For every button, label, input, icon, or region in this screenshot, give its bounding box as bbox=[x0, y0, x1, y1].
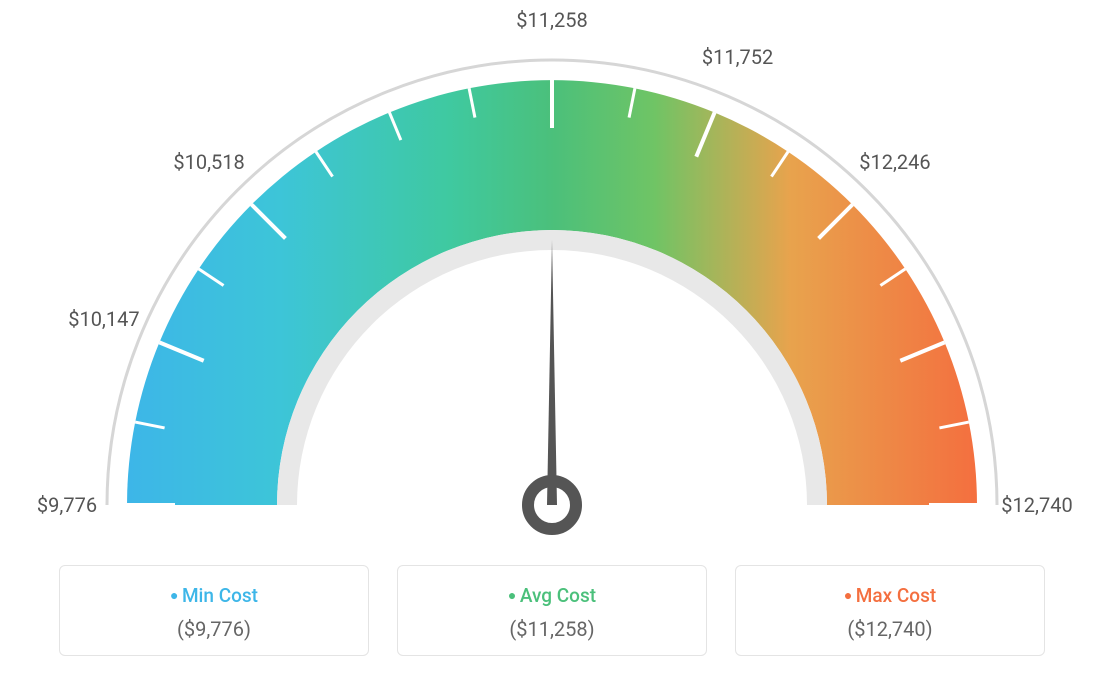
legend-avg-card: Avg Cost ($11,258) bbox=[397, 565, 707, 656]
gauge-chart: $9,776 $10,147 $10,518 $11,258 $11,752 $12,24… bbox=[0, 0, 1104, 560]
legend-max-value: ($12,740) bbox=[746, 617, 1034, 641]
gauge-tick-label: $10,518 bbox=[173, 150, 244, 174]
legend-avg-label: Avg Cost bbox=[408, 584, 696, 607]
legend-max-label: Max Cost bbox=[746, 584, 1034, 607]
gauge-tick-label: $9,776 bbox=[37, 493, 97, 517]
legend-row: Min Cost ($9,776) Avg Cost ($11,258) Max… bbox=[0, 565, 1104, 656]
legend-min-card: Min Cost ($9,776) bbox=[59, 565, 369, 656]
gauge-tick-label: $10,147 bbox=[68, 307, 139, 331]
gauge-tick-label: $12,740 bbox=[1001, 493, 1072, 517]
gauge-tick-label: $11,752 bbox=[702, 45, 773, 69]
legend-avg-value: ($11,258) bbox=[408, 617, 696, 641]
legend-max-card: Max Cost ($12,740) bbox=[735, 565, 1045, 656]
gauge-tick-label: $11,258 bbox=[516, 8, 587, 32]
legend-min-label: Min Cost bbox=[70, 584, 358, 607]
gauge-svg bbox=[0, 0, 1104, 560]
gauge-tick-label: $12,246 bbox=[859, 150, 930, 174]
legend-min-value: ($9,776) bbox=[70, 617, 358, 641]
